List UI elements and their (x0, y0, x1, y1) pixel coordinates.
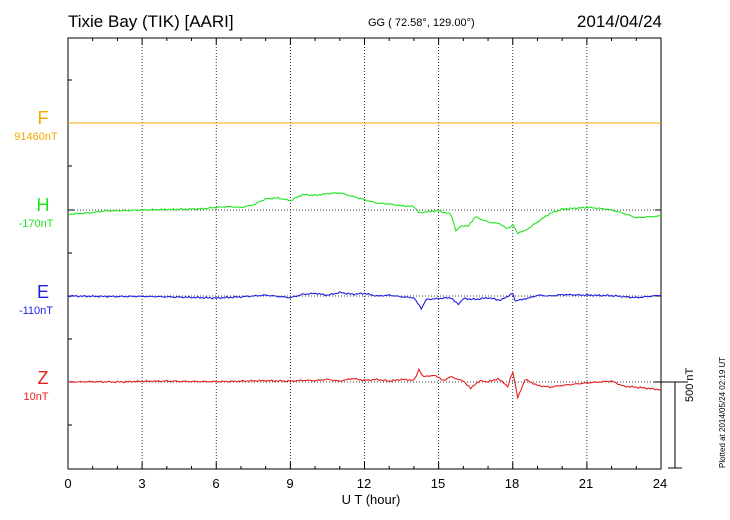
component-label-f: F (37, 108, 49, 128)
x-axis-label: U T (hour) (341, 492, 401, 507)
x-tick-label: 12 (356, 476, 372, 491)
x-tick-label: 6 (212, 476, 220, 491)
scale-bar-label: 500 nT (684, 367, 696, 402)
x-tick-label: 15 (430, 476, 446, 491)
baseline-label-e: -110nT (18, 305, 54, 317)
plotted-timestamp: Plotted at 2014/05/24 02:19 UT (718, 356, 727, 468)
baseline-label-z: 10nT (23, 391, 49, 403)
baseline-label-h: -170nT (18, 218, 54, 230)
trace-z (67, 367, 662, 400)
x-tick-label: 9 (286, 476, 294, 491)
component-label-z: Z (37, 368, 49, 388)
plot-date: 2014/04/24 (576, 12, 662, 31)
baseline-label-f: 91460nT (14, 131, 58, 143)
x-tick-label: 3 (138, 476, 146, 491)
trace-e (67, 291, 662, 311)
geographic-coordinates: GG ( 72.58°, 129.00°) (368, 17, 475, 29)
x-tick-label: 21 (578, 476, 594, 491)
x-tick-label: 18 (504, 476, 520, 491)
x-tick-label: 0 (64, 476, 72, 491)
x-tick-label: 24 (652, 476, 668, 491)
trace-h (67, 192, 662, 235)
station-title: Tixie Bay (TIK) [AARI] (68, 12, 234, 31)
component-label-e: E (36, 282, 49, 302)
component-label-h: H (36, 195, 50, 215)
